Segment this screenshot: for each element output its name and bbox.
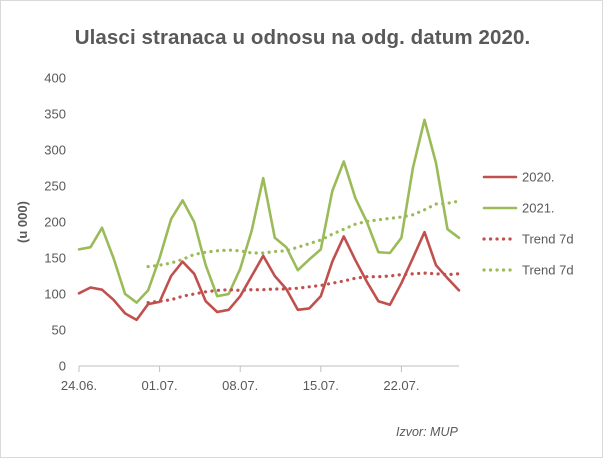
legend-label: 2021. [522, 201, 555, 216]
x-tick-label: 01.07. [142, 378, 178, 393]
y-tick-label: 400 [44, 71, 66, 86]
x-tick-label: 08.07. [222, 378, 258, 393]
y-tick-label: 50 [52, 323, 66, 338]
x-tick-label: 24.06. [61, 378, 97, 393]
y-tick-label: 350 [44, 107, 66, 122]
series-line-4 [146, 199, 461, 269]
x-tick-label: 15.07. [303, 378, 339, 393]
legend-label: Trend 7d [522, 263, 574, 278]
y-tick-label: 100 [44, 287, 66, 302]
y-tick-label: 300 [44, 143, 66, 158]
x-tick-label: 22.07. [383, 378, 419, 393]
y-tick-label: 150 [44, 251, 66, 266]
chart-title: Ulasci stranaca u odnosu na odg. datum 2… [74, 26, 531, 49]
y-tick-label: 250 [44, 179, 66, 194]
axes: 0 50 100 150 200 250 300 350 400 24.06. 01.07. 08.0… [15, 71, 459, 393]
y-tick-label: 0 [59, 359, 66, 374]
source-note: Izvor: MUP [396, 425, 458, 439]
legend-label: Trend 7d [522, 232, 574, 247]
series-line-2 [77, 118, 461, 304]
legend: 2020. 2021. Trend 7d Trend 7d [482, 170, 574, 278]
legend-label: 2020. [522, 170, 555, 185]
y-axis-title: (u 000) [15, 201, 30, 243]
y-tick-label: 200 [44, 215, 66, 230]
series-group [77, 118, 461, 322]
series-line-3 [146, 271, 461, 305]
series-line-1 [77, 230, 461, 322]
